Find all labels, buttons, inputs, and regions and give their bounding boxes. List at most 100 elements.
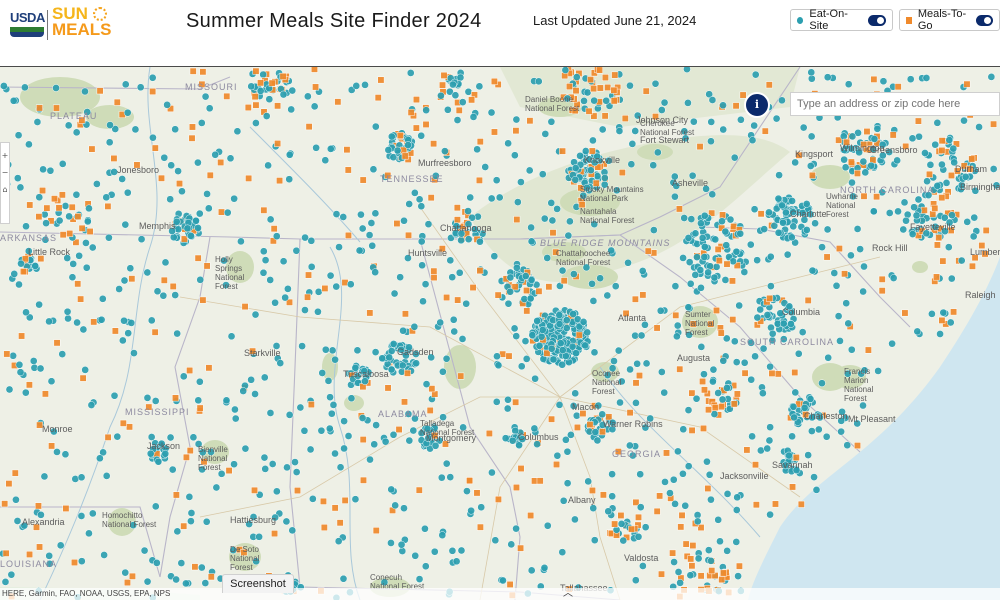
meals-to-go-marker[interactable] xyxy=(401,152,409,160)
eat-on-site-marker[interactable] xyxy=(16,368,25,377)
eat-on-site-marker[interactable] xyxy=(641,320,649,329)
meals-to-go-marker[interactable] xyxy=(427,194,435,202)
meals-to-go-marker[interactable] xyxy=(279,72,287,80)
eat-on-site-marker[interactable] xyxy=(947,274,956,283)
eat-on-site-marker[interactable] xyxy=(772,114,781,123)
eat-on-site-marker[interactable] xyxy=(970,213,979,222)
eat-on-site-marker[interactable] xyxy=(563,447,572,456)
eat-on-site-marker[interactable] xyxy=(854,129,862,137)
eat-on-site-marker[interactable] xyxy=(853,225,862,233)
eat-on-site-marker[interactable] xyxy=(808,266,817,275)
eat-on-site-marker[interactable] xyxy=(816,413,824,422)
eat-on-site-marker[interactable] xyxy=(237,237,245,246)
eat-on-site-marker[interactable] xyxy=(700,370,708,379)
eat-on-site-marker[interactable] xyxy=(201,579,210,587)
eat-on-site-marker[interactable] xyxy=(301,233,309,242)
eat-on-site-marker[interactable] xyxy=(5,385,14,394)
eat-on-site-marker[interactable] xyxy=(774,228,783,237)
eat-on-site-marker[interactable] xyxy=(873,124,882,133)
meals-to-go-marker[interactable] xyxy=(384,171,392,179)
eat-on-site-marker[interactable] xyxy=(45,317,53,326)
meals-to-go-marker[interactable] xyxy=(596,67,603,74)
eat-on-site-marker[interactable] xyxy=(371,122,380,131)
eat-on-site-marker[interactable] xyxy=(870,135,879,143)
eat-on-site-marker[interactable] xyxy=(452,557,461,566)
eat-on-site-marker[interactable] xyxy=(490,252,499,261)
eat-on-site-marker[interactable] xyxy=(569,270,578,278)
eat-on-site-marker[interactable] xyxy=(790,413,798,422)
meals-to-go-marker[interactable] xyxy=(196,404,204,412)
eat-on-site-marker[interactable] xyxy=(625,441,634,450)
eat-on-site-marker[interactable] xyxy=(412,359,420,368)
eat-on-site-marker[interactable] xyxy=(859,401,867,410)
meals-to-go-marker[interactable] xyxy=(878,287,886,295)
meals-to-go-marker[interactable] xyxy=(274,140,282,148)
eat-on-site-marker[interactable] xyxy=(442,459,451,468)
meals-to-go-marker[interactable] xyxy=(870,75,878,83)
eat-on-site-marker[interactable] xyxy=(572,73,581,81)
eat-on-site-marker[interactable] xyxy=(853,419,862,428)
eat-on-site-marker[interactable] xyxy=(369,165,378,174)
meals-to-go-marker[interactable] xyxy=(442,440,449,448)
eat-on-site-marker[interactable] xyxy=(351,363,360,372)
eat-on-site-marker[interactable] xyxy=(473,145,481,154)
eat-on-site-marker[interactable] xyxy=(859,157,868,166)
eat-on-site-marker[interactable] xyxy=(113,432,122,441)
eat-on-site-marker[interactable] xyxy=(589,504,598,513)
eat-on-site-marker[interactable] xyxy=(151,397,160,405)
meal-site-markers[interactable] xyxy=(0,67,1000,600)
eat-on-site-marker[interactable] xyxy=(922,74,931,82)
eat-on-site-marker[interactable] xyxy=(759,389,767,398)
eat-on-site-marker[interactable] xyxy=(397,540,406,549)
eat-on-site-marker[interactable] xyxy=(558,266,567,275)
meals-to-go-marker[interactable] xyxy=(653,324,661,332)
eat-on-site-marker[interactable] xyxy=(657,368,666,376)
meals-to-go-marker[interactable] xyxy=(512,484,520,491)
eat-on-site-marker[interactable] xyxy=(945,218,954,227)
eat-on-site-marker[interactable] xyxy=(709,377,717,386)
eat-on-site-marker[interactable] xyxy=(110,391,119,400)
eat-on-site-marker[interactable] xyxy=(390,289,399,298)
meals-to-go-marker[interactable] xyxy=(929,210,937,218)
meals-to-go-marker[interactable] xyxy=(610,86,618,94)
eat-on-site-marker[interactable] xyxy=(885,148,894,156)
eat-on-site-marker[interactable] xyxy=(707,495,715,504)
eat-on-site-marker[interactable] xyxy=(227,332,236,341)
eat-on-site-marker[interactable] xyxy=(326,393,334,402)
meals-to-go-marker[interactable] xyxy=(653,507,661,515)
meals-to-go-marker[interactable] xyxy=(789,483,797,491)
eat-on-site-marker[interactable] xyxy=(527,276,536,284)
eat-on-site-marker[interactable] xyxy=(528,331,537,339)
eat-on-site-marker[interactable] xyxy=(684,462,693,471)
meals-to-go-marker[interactable] xyxy=(968,262,976,270)
eat-on-site-marker[interactable] xyxy=(159,291,168,300)
meals-to-go-marker[interactable] xyxy=(366,309,374,317)
eat-on-site-marker[interactable] xyxy=(989,165,998,173)
eat-on-site-marker[interactable] xyxy=(610,357,618,365)
meals-to-go-marker[interactable] xyxy=(311,67,318,73)
eat-on-site-marker[interactable] xyxy=(787,233,796,242)
meals-to-go-marker[interactable] xyxy=(401,310,409,318)
eat-on-site-marker[interactable] xyxy=(301,306,309,314)
meals-to-go-marker[interactable] xyxy=(1,500,9,508)
eat-on-site-marker[interactable] xyxy=(576,151,584,160)
meals-to-go-marker[interactable] xyxy=(485,430,493,437)
meals-to-go-marker[interactable] xyxy=(543,349,551,357)
eat-on-site-marker[interactable] xyxy=(35,300,43,309)
eat-on-site-marker[interactable] xyxy=(778,201,786,210)
eat-on-site-marker[interactable] xyxy=(260,453,269,462)
meals-to-go-marker[interactable] xyxy=(729,277,736,285)
eat-on-site-marker[interactable] xyxy=(732,358,741,366)
eat-on-site-marker[interactable] xyxy=(641,523,650,532)
eat-on-site-marker[interactable] xyxy=(417,237,426,246)
eat-on-site-marker[interactable] xyxy=(431,441,440,450)
eat-on-site-marker[interactable] xyxy=(689,117,698,126)
meals-to-go-marker[interactable] xyxy=(426,406,434,414)
meals-to-go-marker[interactable] xyxy=(536,477,544,485)
meals-to-go-marker[interactable] xyxy=(545,283,553,291)
meals-to-go-marker[interactable] xyxy=(656,492,664,500)
meals-to-go-marker[interactable] xyxy=(677,523,685,531)
eat-on-site-marker[interactable] xyxy=(77,557,86,566)
meals-to-go-marker[interactable] xyxy=(931,204,939,212)
eat-on-site-marker[interactable] xyxy=(765,436,774,445)
